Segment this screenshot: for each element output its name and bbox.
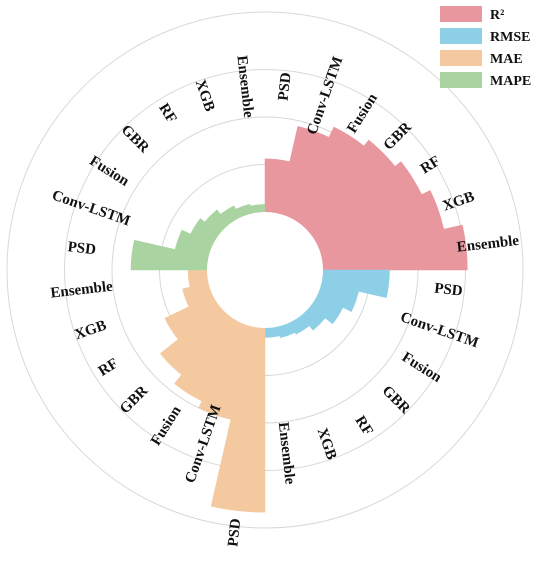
category-label: RF (418, 153, 443, 177)
category-label: Conv-LSTM (304, 54, 346, 136)
legend-label: MAPE (490, 74, 531, 89)
legend-swatch (440, 28, 482, 44)
category-label: Ensemble (275, 421, 298, 485)
category-label: Conv-LSTM (182, 403, 224, 485)
legend-label: R² (490, 8, 504, 23)
category-label: RF (155, 101, 179, 126)
category-label: RF (96, 356, 121, 380)
legend-swatch (440, 72, 482, 88)
category-label: Ensemble (233, 55, 256, 119)
category-label: GBR (117, 383, 151, 417)
category-label: XGB (73, 317, 109, 343)
category-label: Fusion (344, 90, 381, 136)
category-label: PSD (276, 71, 295, 101)
category-label: GBR (118, 122, 152, 156)
category-label: Conv-LSTM (50, 187, 132, 229)
category-label: XGB (441, 189, 477, 215)
category-label: Ensemble (456, 233, 520, 256)
category-label: Conv-LSTM (398, 309, 480, 351)
legend-label: RMSE (490, 30, 530, 45)
legend: R² RMSE MAE MAPE (440, 6, 531, 89)
category-label: Fusion (148, 403, 185, 449)
category-label: GBR (381, 119, 415, 153)
category-label: Ensemble (50, 279, 114, 302)
category-label: PSD (433, 281, 463, 300)
bar-ensemble-1 (264, 326, 281, 338)
center-hole (207, 212, 323, 328)
grid-ring (6, 11, 524, 529)
category-label: XGB (192, 78, 218, 114)
bar-layer (130, 126, 468, 513)
category-label: PSD (67, 239, 97, 258)
category-label: RF (352, 413, 376, 438)
category-label: Fusion (86, 153, 132, 190)
category-label: Fusion (399, 349, 445, 386)
category-label: GBR (379, 383, 413, 417)
legend-swatch (440, 50, 482, 66)
category-label: XGB (314, 426, 340, 462)
legend-label: MAE (490, 52, 523, 67)
legend-swatch (440, 6, 482, 22)
category-label: PSD (225, 517, 244, 547)
